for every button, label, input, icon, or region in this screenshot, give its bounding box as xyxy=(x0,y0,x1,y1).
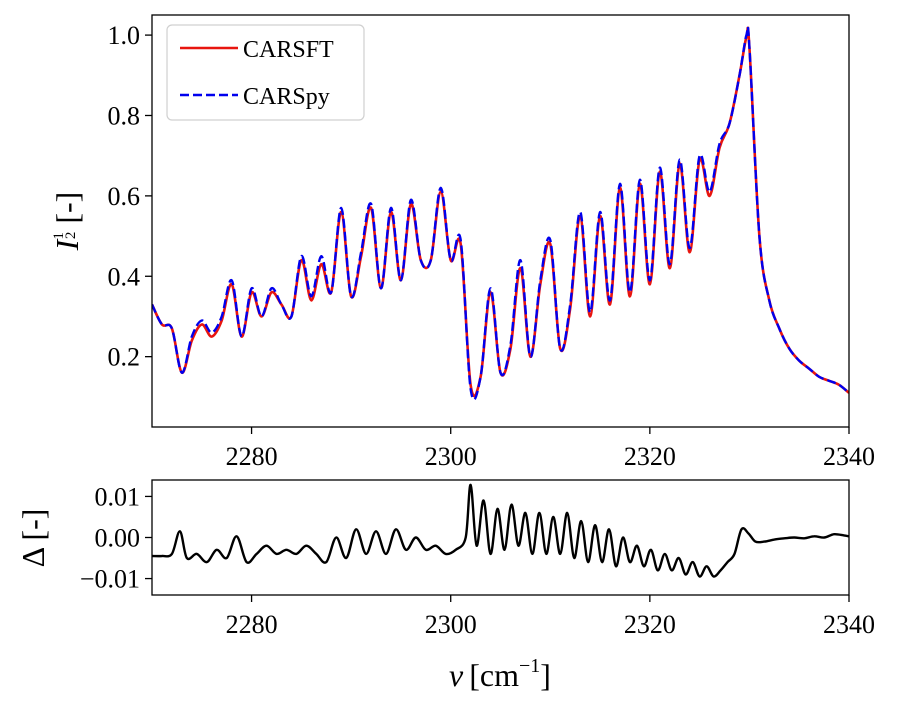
legend-label-carspy: CARSpy xyxy=(243,84,330,110)
x-tick-label: 2300 xyxy=(425,442,477,471)
y-tick-label: 0.6 xyxy=(108,182,141,211)
x-tick-label: 2300 xyxy=(425,610,477,639)
series-line-carsft xyxy=(152,26,849,398)
legend: CARSFT CARSpy xyxy=(166,24,365,121)
y-tick-label: 0.01 xyxy=(95,482,141,511)
x-tick-label: 2340 xyxy=(823,442,875,471)
top-panel: 2280 2300 2320 2340 0.2 0.4 0.6 0.8 1.0 I12 [-] C… xyxy=(49,14,876,471)
x-tick-label: 2320 xyxy=(624,610,676,639)
top-ylabel-unit: [-] xyxy=(49,192,85,224)
y-tick-label: 0.4 xyxy=(108,262,141,291)
bottom-series xyxy=(152,483,849,578)
bottom-y-axis-label: Δ [-] xyxy=(15,509,51,568)
x-tick-label: 2280 xyxy=(226,610,278,639)
bottom-plot-frame xyxy=(151,479,850,596)
svg-text:I12[-]: I12 [-] xyxy=(49,192,85,252)
top-series xyxy=(152,25,849,401)
x-tick-label: 2280 xyxy=(226,442,278,471)
y-tick-label: 0.2 xyxy=(108,343,141,372)
series-line-carspy xyxy=(152,25,849,401)
bottom-ylabel: Δ [-] xyxy=(15,509,51,568)
bottom-xlabel-main: ν xyxy=(449,657,464,693)
top-ticks: 2280 2300 2320 2340 0.2 0.4 0.6 0.8 1.0 xyxy=(108,21,876,471)
top-ylabel-main: I xyxy=(49,238,85,251)
y-tick-label: 0.8 xyxy=(108,101,141,130)
top-plot-frame xyxy=(151,14,850,428)
bottom-panel: 2280 2300 2320 2340 −0.01 0.00 0.01 Δ [-] ν [cm… xyxy=(15,479,875,693)
y-tick-label: 0.00 xyxy=(95,524,141,553)
bottom-x-axis-label: ν [cm−1] xyxy=(449,655,551,693)
top-ylabel-exp-num: 1 xyxy=(51,232,67,240)
y-tick-label: −0.01 xyxy=(80,565,140,594)
top-y-axis-label: I12 [-] xyxy=(49,192,85,252)
x-tick-label: 2340 xyxy=(823,610,875,639)
bottom-xlabel-unit-exp: −1 xyxy=(519,655,540,677)
bottom-xlabel-unit-base: cm xyxy=(480,657,519,693)
bottom-plot-area xyxy=(152,480,849,595)
series-line-difference xyxy=(152,483,849,578)
y-tick-label: 1.0 xyxy=(108,21,141,50)
bottom-ticks: 2280 2300 2320 2340 −0.01 0.00 0.01 xyxy=(80,482,875,639)
top-ylabel-exp-den: 2 xyxy=(63,232,79,240)
legend-label-carsft: CARSFT xyxy=(243,37,334,63)
x-tick-label: 2320 xyxy=(624,442,676,471)
